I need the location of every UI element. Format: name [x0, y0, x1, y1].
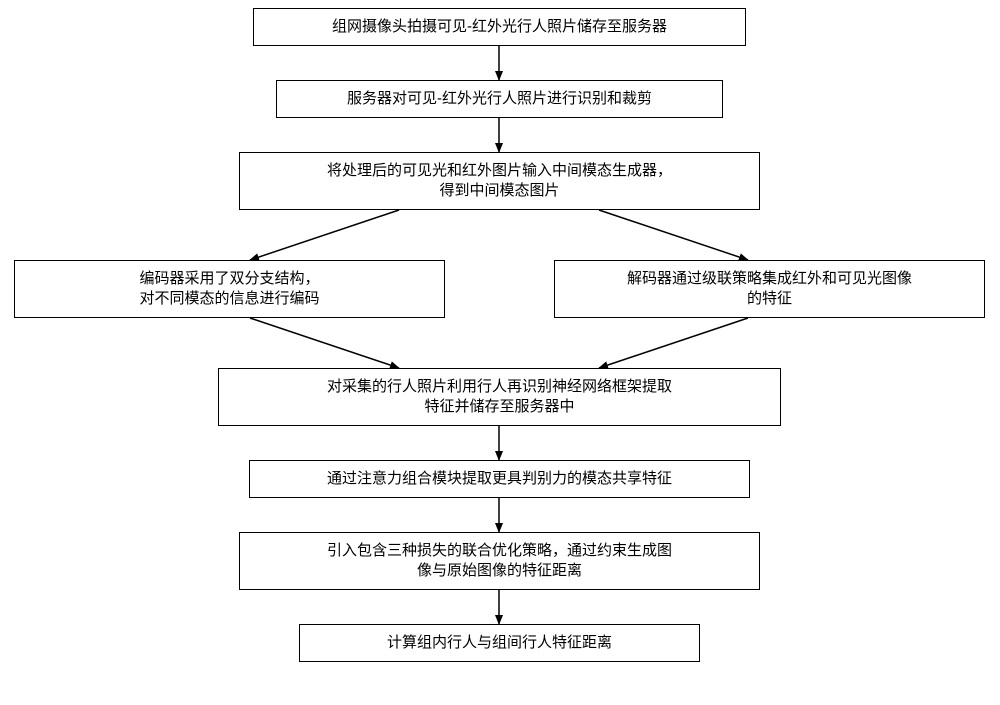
- flowchart-node: 通过注意力组合模块提取更具判别力的模态共享特征: [249, 460, 750, 498]
- flowchart-node: 编码器采用了双分支结构，对不同模态的信息进行编码: [14, 260, 445, 318]
- flowchart-node: 解码器通过级联策略集成红外和可见光图像的特征: [554, 260, 985, 318]
- flowchart-edge: [250, 210, 399, 260]
- flowchart-node: 组网摄像头拍摄可见-红外光行人照片储存至服务器: [253, 8, 746, 46]
- flowchart-node-label: 引入包含三种损失的联合优化策略，通过约束生成图像与原始图像的特征距离: [327, 541, 672, 582]
- flowchart-node-label: 解码器通过级联策略集成红外和可见光图像的特征: [627, 269, 912, 310]
- flowchart-edge: [599, 210, 748, 260]
- flowchart-node: 引入包含三种损失的联合优化策略，通过约束生成图像与原始图像的特征距离: [239, 532, 760, 590]
- flowchart-edge: [599, 318, 748, 368]
- flowchart-edge: [250, 318, 399, 368]
- flowchart-node: 计算组内行人与组间行人特征距离: [299, 624, 700, 662]
- flowchart-node: 对采集的行人照片利用行人再识别神经网络框架提取特征并储存至服务器中: [218, 368, 781, 426]
- flowchart-node-label: 计算组内行人与组间行人特征距离: [387, 633, 612, 653]
- flowchart-node-label: 将处理后的可见光和红外图片输入中间模态生成器，得到中间模态图片: [327, 161, 672, 202]
- flowchart-node-label: 对采集的行人照片利用行人再识别神经网络框架提取特征并储存至服务器中: [327, 377, 672, 418]
- flowchart-node-label: 组网摄像头拍摄可见-红外光行人照片储存至服务器: [332, 17, 667, 37]
- flowchart-node: 服务器对可见-红外光行人照片进行识别和裁剪: [276, 80, 723, 118]
- flowchart-node-label: 服务器对可见-红外光行人照片进行识别和裁剪: [347, 89, 652, 109]
- flowchart-node: 将处理后的可见光和红外图片输入中间模态生成器，得到中间模态图片: [239, 152, 760, 210]
- flowchart-node-label: 编码器采用了双分支结构，对不同模态的信息进行编码: [139, 269, 319, 310]
- flowchart-node-label: 通过注意力组合模块提取更具判别力的模态共享特征: [327, 469, 672, 489]
